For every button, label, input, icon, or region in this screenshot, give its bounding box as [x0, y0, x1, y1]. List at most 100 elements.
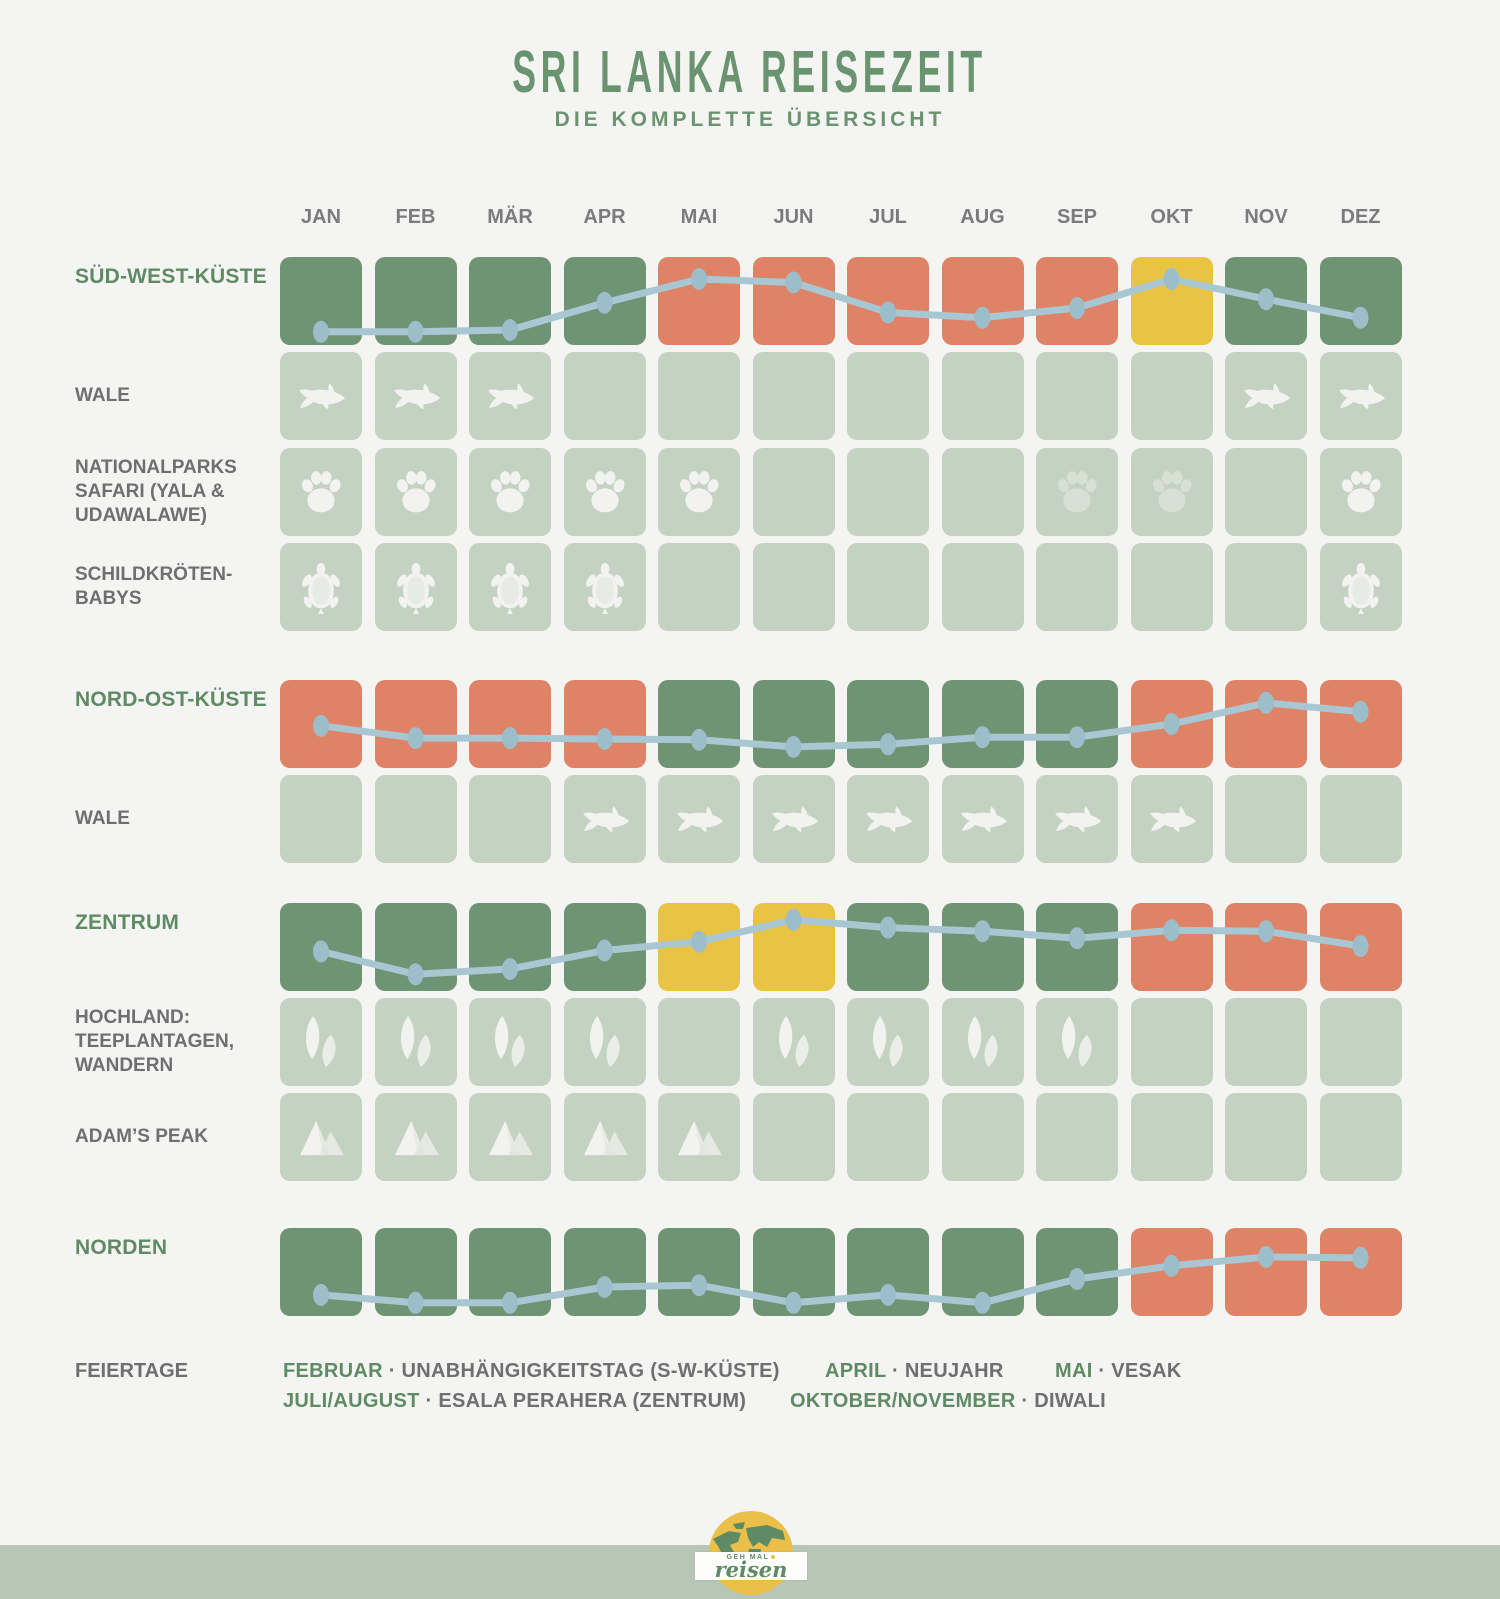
cell-schildkroeten-babys-apr — [563, 543, 646, 631]
row-label-norden: NORDEN — [75, 1236, 168, 1259]
cell-hochland-feb — [374, 998, 457, 1086]
cell-nord-ost-kueste-sep — [1036, 680, 1118, 768]
cell-sued-west-kueste-feb — [374, 257, 457, 345]
holiday-period: FEBRUAR — [283, 1360, 389, 1382]
cell-adams-peak-nov — [1225, 1093, 1307, 1181]
tea-leaf-icon — [582, 1015, 628, 1070]
cell-sued-west-kueste-apr — [563, 257, 646, 345]
page-title: SRI LANKA REISEZEIT — [512, 39, 988, 106]
cell-zentrum-apr — [563, 903, 646, 991]
cell-zentrum-okt — [1130, 903, 1213, 991]
cell-wale-sued-west-okt — [1130, 352, 1213, 440]
whale-icon — [766, 802, 822, 837]
cell-hochland-apr — [563, 998, 646, 1086]
cell-nationalparks-safari-jan — [280, 448, 362, 536]
month-header-jul: JUL — [869, 206, 907, 228]
tea-leaf-icon — [1054, 1015, 1100, 1070]
row-label-nationalparks-safari: NATIONALPARKS SAFARI (YALA & UDAWALAWE) — [75, 457, 237, 526]
cell-schildkroeten-babys-jan — [280, 543, 362, 631]
cell-wale-sued-west-mai — [658, 352, 740, 440]
month-header-nov: NOV — [1244, 206, 1288, 228]
cell-hochland-mai — [658, 998, 740, 1086]
cell-nord-ost-kueste-aug — [941, 680, 1024, 768]
page-subtitle-wrap: DIE KOMPLETTE ÜBERSICHT — [0, 108, 1500, 132]
cell-zentrum-sep — [1036, 903, 1118, 991]
cell-norden-okt — [1130, 1228, 1213, 1316]
geh-mal-reisen-logo: GEH MAL reisen — [695, 1511, 807, 1599]
cell-nord-ost-kueste-nov — [1225, 680, 1307, 768]
cell-norden-jan — [280, 1228, 362, 1316]
page-subtitle: DIE KOMPLETTE ÜBERSICHT — [554, 108, 946, 131]
holiday-name: · DIWALI — [1021, 1390, 1107, 1412]
row-label-wale-nord-ost: WALE — [75, 808, 130, 829]
cell-nationalparks-safari-sep — [1036, 448, 1118, 536]
holiday-period: MAI — [1055, 1360, 1099, 1382]
row-label-schildkroeten-babys: SCHILDKRÖTEN- BABYS — [75, 564, 233, 609]
cell-wale-nord-ost-dez — [1319, 775, 1402, 863]
holiday-name: · NEUJAHR — [892, 1360, 1004, 1382]
paw-icon — [1336, 467, 1386, 517]
holiday-name: · UNABHÄNGIGKEITSTAG (S-W-KÜSTE) — [388, 1360, 780, 1382]
cell-zentrum-jul — [847, 903, 929, 991]
cell-wale-nord-ost-sep — [1036, 775, 1118, 863]
whale-icon — [860, 802, 916, 837]
whale-icon — [671, 802, 727, 837]
month-header-feb: FEB — [395, 206, 436, 228]
cell-norden-sep — [1036, 1228, 1118, 1316]
cell-schildkroeten-babys-jul — [847, 543, 929, 631]
logo-dot — [771, 1555, 776, 1559]
cell-hochland-aug — [941, 998, 1024, 1086]
cell-nationalparks-safari-nov — [1225, 448, 1307, 536]
paw-icon — [1147, 467, 1197, 517]
month-header-mär: MÄR — [487, 206, 533, 228]
cell-wale-nord-ost-feb — [374, 775, 457, 863]
holiday-period: JULI/AUGUST — [283, 1390, 426, 1412]
cell-nationalparks-safari-aug — [941, 448, 1024, 536]
cell-wale-sued-west-nov — [1225, 352, 1307, 440]
month-header-apr: APR — [583, 206, 626, 228]
whale-icon — [577, 802, 633, 837]
cell-nord-ost-kueste-mär — [469, 680, 551, 768]
month-header-aug: AUG — [960, 206, 1005, 228]
cell-schildkroeten-babys-feb — [374, 543, 457, 631]
row-label-sued-west-kueste: SÜD-WEST-KÜSTE — [75, 265, 267, 288]
cell-adams-peak-jun — [752, 1093, 835, 1181]
tea-leaf-icon — [393, 1015, 439, 1070]
month-header-mai: MAI — [680, 206, 718, 228]
cell-hochland-dez — [1319, 998, 1402, 1086]
cell-nord-ost-kueste-jun — [752, 680, 835, 768]
cell-sued-west-kueste-sep — [1036, 257, 1118, 345]
cell-wale-nord-ost-jun — [752, 775, 835, 863]
cell-wale-nord-ost-mär — [469, 775, 551, 863]
cell-adams-peak-jul — [847, 1093, 929, 1181]
cell-nord-ost-kueste-jan — [280, 680, 362, 768]
cell-schildkroeten-babys-okt — [1130, 543, 1213, 631]
whale-icon — [955, 802, 1011, 837]
cell-nationalparks-safari-jul — [847, 448, 929, 536]
cell-nationalparks-safari-okt — [1130, 448, 1213, 536]
cell-norden-mär — [469, 1228, 551, 1316]
turtle-icon — [1339, 560, 1383, 615]
cell-hochland-jun — [752, 998, 835, 1086]
cell-schildkroeten-babys-aug — [941, 543, 1024, 631]
cell-zentrum-feb — [374, 903, 457, 991]
whale-icon — [1049, 802, 1105, 837]
paw-icon — [485, 467, 535, 517]
cell-adams-peak-mär — [469, 1093, 551, 1181]
turtle-icon — [583, 560, 627, 615]
cell-schildkroeten-babys-sep — [1036, 543, 1118, 631]
cell-norden-nov — [1225, 1228, 1307, 1316]
whale-icon — [1144, 802, 1200, 837]
paw-icon — [391, 467, 441, 517]
cell-sued-west-kueste-nov — [1225, 257, 1307, 345]
month-header-sep: SEP — [1056, 206, 1098, 228]
cell-schildkroeten-babys-mär — [469, 543, 551, 631]
holiday-item-3: MAI · VESAK — [1055, 1360, 1182, 1383]
cell-hochland-jul — [847, 998, 929, 1086]
holiday-name: · VESAK — [1098, 1360, 1182, 1382]
cell-zentrum-mai — [658, 903, 740, 991]
logo-banner: GEH MAL reisen — [695, 1552, 807, 1580]
cell-schildkroeten-babys-mai — [658, 543, 740, 631]
month-header-jun: JUN — [773, 206, 814, 228]
